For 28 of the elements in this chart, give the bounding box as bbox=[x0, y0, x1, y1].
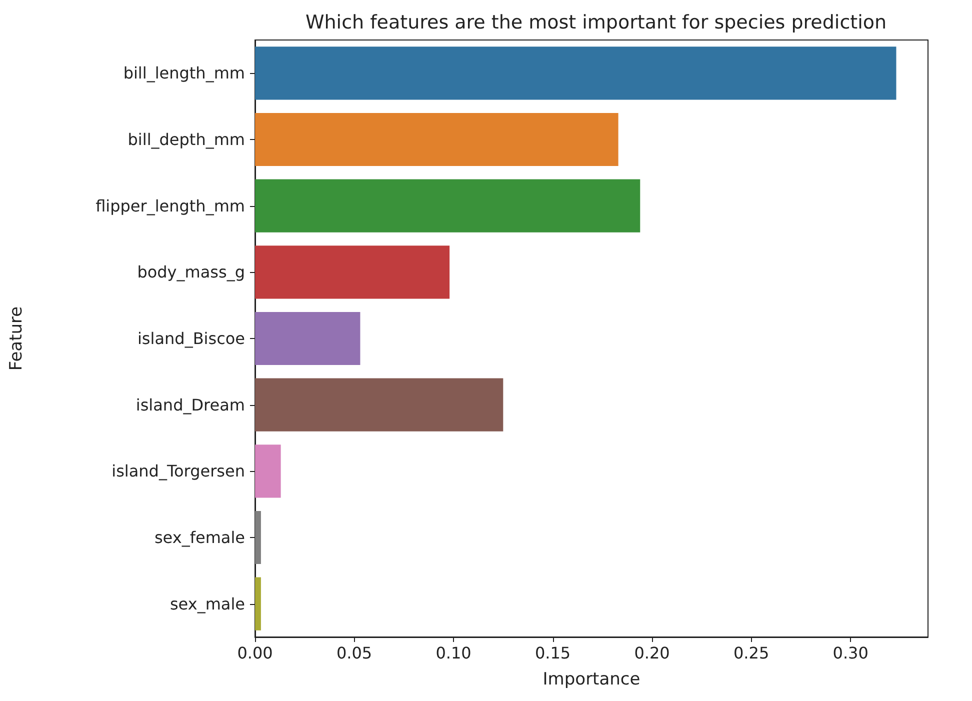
y-tick-label: sex_male bbox=[170, 594, 245, 614]
x-tick-label: 0.20 bbox=[634, 644, 670, 662]
y-tick-label: sex_female bbox=[154, 528, 245, 547]
y-tick-label: island_Dream bbox=[136, 395, 245, 414]
y-tick-label: body_mass_g bbox=[137, 262, 245, 282]
y-tick-label: bill_depth_mm bbox=[128, 130, 245, 149]
y-tick-label: island_Torgersen bbox=[112, 462, 245, 481]
bar bbox=[255, 112, 618, 166]
bar bbox=[255, 312, 360, 366]
chart-title: Which features are the most important for species prediction bbox=[305, 12, 887, 34]
y-tick-label: bill_length_mm bbox=[123, 64, 245, 83]
x-tick-label: 0.05 bbox=[336, 644, 372, 662]
x-tick-label: 0.30 bbox=[832, 644, 868, 662]
y-axis-title: Feature bbox=[6, 306, 26, 371]
bar bbox=[255, 577, 261, 630]
x-tick-label: 0.00 bbox=[237, 644, 273, 662]
bar bbox=[255, 444, 281, 498]
bar bbox=[255, 378, 504, 432]
bar bbox=[255, 510, 261, 564]
x-axis-title: Importance bbox=[542, 670, 640, 690]
bar bbox=[255, 46, 896, 100]
x-tick-label: 0.10 bbox=[436, 644, 472, 662]
x-tick-label: 0.15 bbox=[534, 644, 571, 662]
bar bbox=[255, 246, 450, 299]
y-tick-label: island_Biscoe bbox=[137, 329, 245, 348]
bar bbox=[255, 179, 640, 232]
x-tick-label: 0.25 bbox=[734, 644, 770, 662]
y-tick-label: flipper_length_mm bbox=[96, 196, 245, 216]
